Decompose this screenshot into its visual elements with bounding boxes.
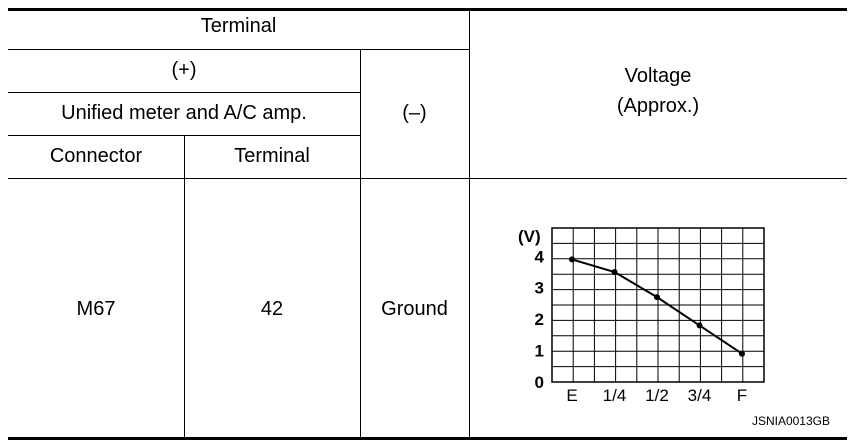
- data-point: [654, 294, 660, 301]
- x-tick-label: 1/2: [645, 386, 669, 405]
- y-tick-label: 2: [535, 310, 544, 329]
- header-minus: (–): [402, 102, 427, 124]
- divider-col-minus: [469, 11, 470, 437]
- cell-minus: Ground: [381, 298, 448, 320]
- divider-header-bottom: [8, 178, 847, 179]
- table-bottom-border: [8, 437, 847, 440]
- series-line: [571, 258, 743, 355]
- y-axis-label: (V): [518, 227, 541, 246]
- divider-terminal: [8, 49, 469, 50]
- chart-grid: [551, 227, 765, 383]
- x-tick-label: F: [737, 386, 747, 405]
- y-tick-label: 3: [535, 279, 544, 298]
- y-tick-label: 0: [535, 373, 544, 392]
- header-connector: Connector: [49, 145, 143, 167]
- plot-frame: [551, 227, 765, 383]
- data-point: [611, 269, 618, 275]
- cell-terminal: 42: [260, 298, 284, 320]
- divider-plus: [8, 92, 360, 93]
- data-point: [569, 256, 575, 263]
- chart-series: [569, 256, 745, 357]
- header-voltage-approx: (Approx.): [616, 95, 700, 117]
- data-point: [739, 350, 745, 357]
- figure-code: JSNIA0013GB: [751, 414, 830, 428]
- cell-connector: M67: [76, 298, 116, 320]
- header-unit: Unified meter and A/C amp.: [61, 102, 307, 124]
- divider-col-terminal: [360, 49, 361, 437]
- x-tick-label: E: [566, 386, 577, 405]
- header-voltage: Voltage: [624, 65, 692, 87]
- header-plus: (+): [171, 59, 197, 81]
- x-tick-label: 1/4: [603, 386, 627, 405]
- y-tick-label: 4: [535, 247, 545, 266]
- header-terminal: Terminal: [200, 15, 277, 37]
- x-tick-label: 3/4: [688, 386, 712, 405]
- divider-col-connector: [184, 135, 185, 437]
- table-top-border: [8, 8, 847, 11]
- data-point: [696, 322, 703, 329]
- chart-axis-labels: (V) 0 1 2 3 4 E 1/4 1/2 3/4 F: [518, 227, 747, 405]
- y-tick-label: 1: [535, 342, 544, 361]
- header-terminal-sub: Terminal: [234, 145, 310, 167]
